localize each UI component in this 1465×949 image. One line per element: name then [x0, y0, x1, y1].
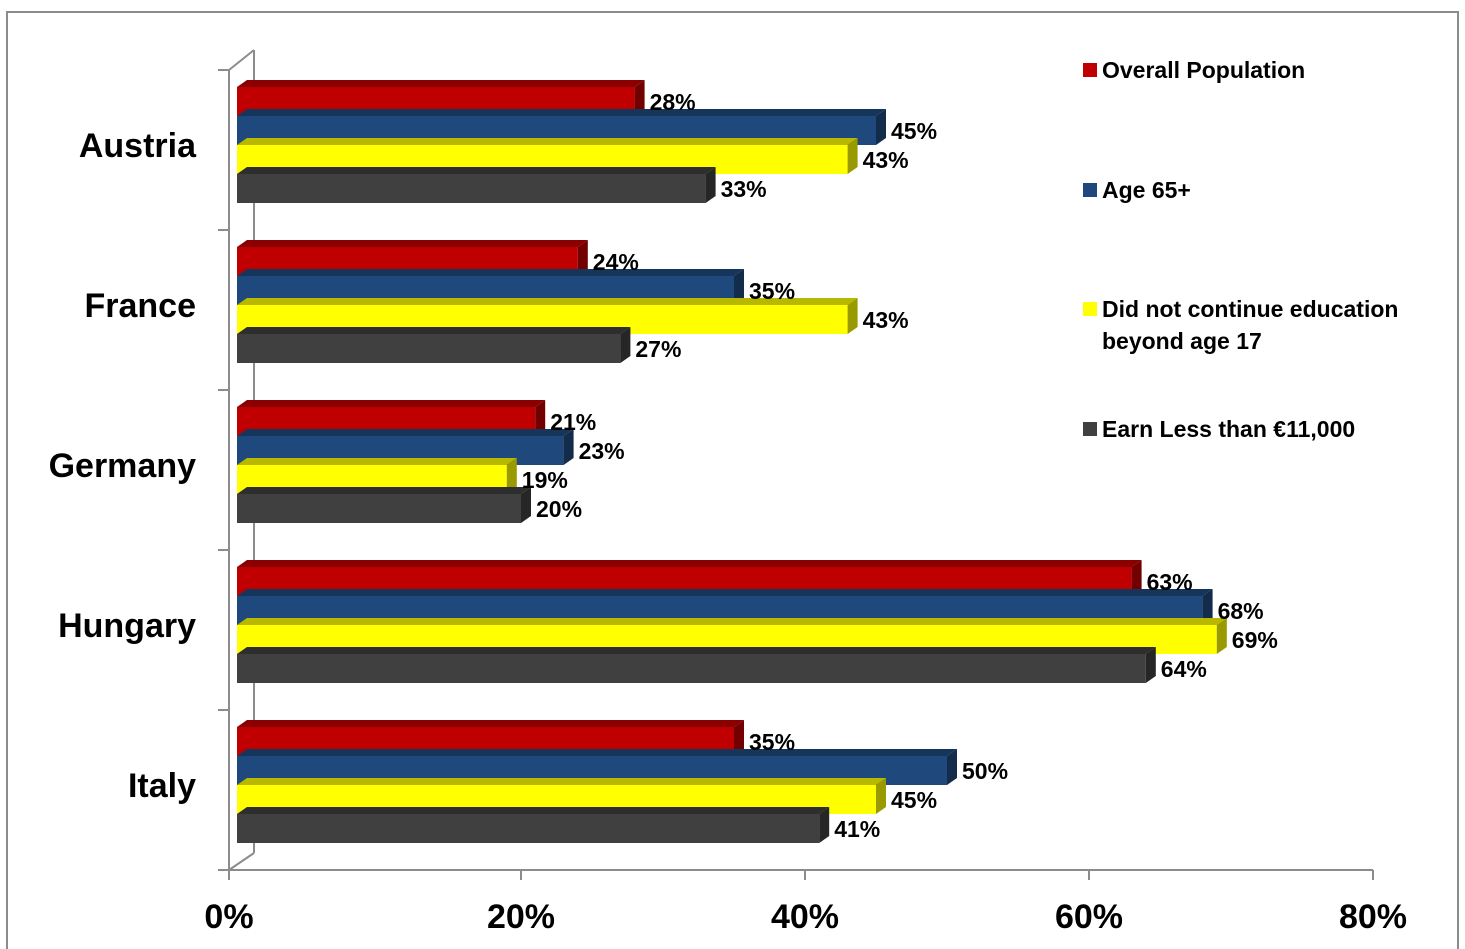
- legend-label: Earn Less than €11,000: [1102, 416, 1355, 442]
- y-axis-top-edge: [228, 49, 255, 71]
- data-label: 20%: [536, 496, 582, 522]
- category-labels: Austria France Germany Hungary Italy: [49, 127, 197, 805]
- legend-item: Age 65+: [1083, 177, 1191, 203]
- legend-swatch: [1083, 302, 1097, 316]
- chart-frame: [6, 11, 1459, 949]
- legend-label: Did not continue education: [1102, 296, 1398, 322]
- legend-label: Overall Population: [1102, 57, 1305, 83]
- data-label: 28%: [650, 89, 696, 115]
- data-label: 33%: [721, 176, 767, 202]
- data-label: 35%: [749, 278, 795, 304]
- legend-label: beyond age 17: [1102, 328, 1262, 354]
- data-label: 64%: [1161, 656, 1207, 682]
- legend-swatch: [1083, 183, 1097, 197]
- x-tick-label: 0%: [204, 898, 253, 936]
- value-labels: 28% 45% 43% 33% 24% 35% 43% 27% 21% 23% 19% 20% 63% 6…: [522, 89, 1278, 842]
- data-label: 45%: [891, 118, 937, 144]
- category-label: Germany: [49, 447, 196, 485]
- data-label: 43%: [863, 147, 909, 173]
- x-tick-label: 20%: [487, 898, 555, 936]
- legend-swatch: [1083, 422, 1097, 436]
- data-label: 69%: [1232, 627, 1278, 653]
- legend-item: Earn Less than €11,000: [1083, 416, 1355, 442]
- data-label: 68%: [1218, 598, 1264, 624]
- data-label: 19%: [522, 467, 568, 493]
- x-tick-labels: 0% 20% 40% 60% 80%: [204, 898, 1407, 936]
- x-tick-label: 40%: [771, 898, 839, 936]
- category-label: France: [85, 287, 197, 325]
- data-label: 23%: [579, 438, 625, 464]
- bar: [237, 167, 716, 203]
- bar: [237, 487, 531, 523]
- bar: [237, 807, 830, 843]
- chart-bars: [237, 80, 1227, 843]
- x-tick-label: 80%: [1339, 898, 1407, 936]
- y-axis-bottom-edge: [228, 852, 255, 871]
- data-label: 27%: [635, 336, 681, 362]
- bar: [237, 720, 744, 756]
- data-label: 35%: [749, 729, 795, 755]
- category-label: Italy: [128, 767, 196, 805]
- legend-item: Overall Population: [1083, 57, 1305, 83]
- category-label: Hungary: [58, 607, 196, 645]
- category-label: Austria: [79, 127, 197, 165]
- data-label: 45%: [891, 787, 937, 813]
- data-label: 21%: [550, 409, 596, 435]
- data-label: 41%: [834, 816, 880, 842]
- data-label: 24%: [593, 249, 639, 275]
- bar: [237, 647, 1156, 683]
- data-label: 50%: [962, 758, 1008, 784]
- data-label: 43%: [863, 307, 909, 333]
- legend-swatch: [1083, 63, 1097, 77]
- legend-item: Did not continue education beyond age 17: [1083, 296, 1398, 354]
- legend: Overall Population Age 65+ Did not continu…: [1083, 57, 1398, 442]
- legend-label: Age 65+: [1102, 177, 1191, 203]
- x-tick-label: 60%: [1055, 898, 1123, 936]
- bar: [237, 327, 631, 363]
- data-label: 63%: [1147, 569, 1193, 595]
